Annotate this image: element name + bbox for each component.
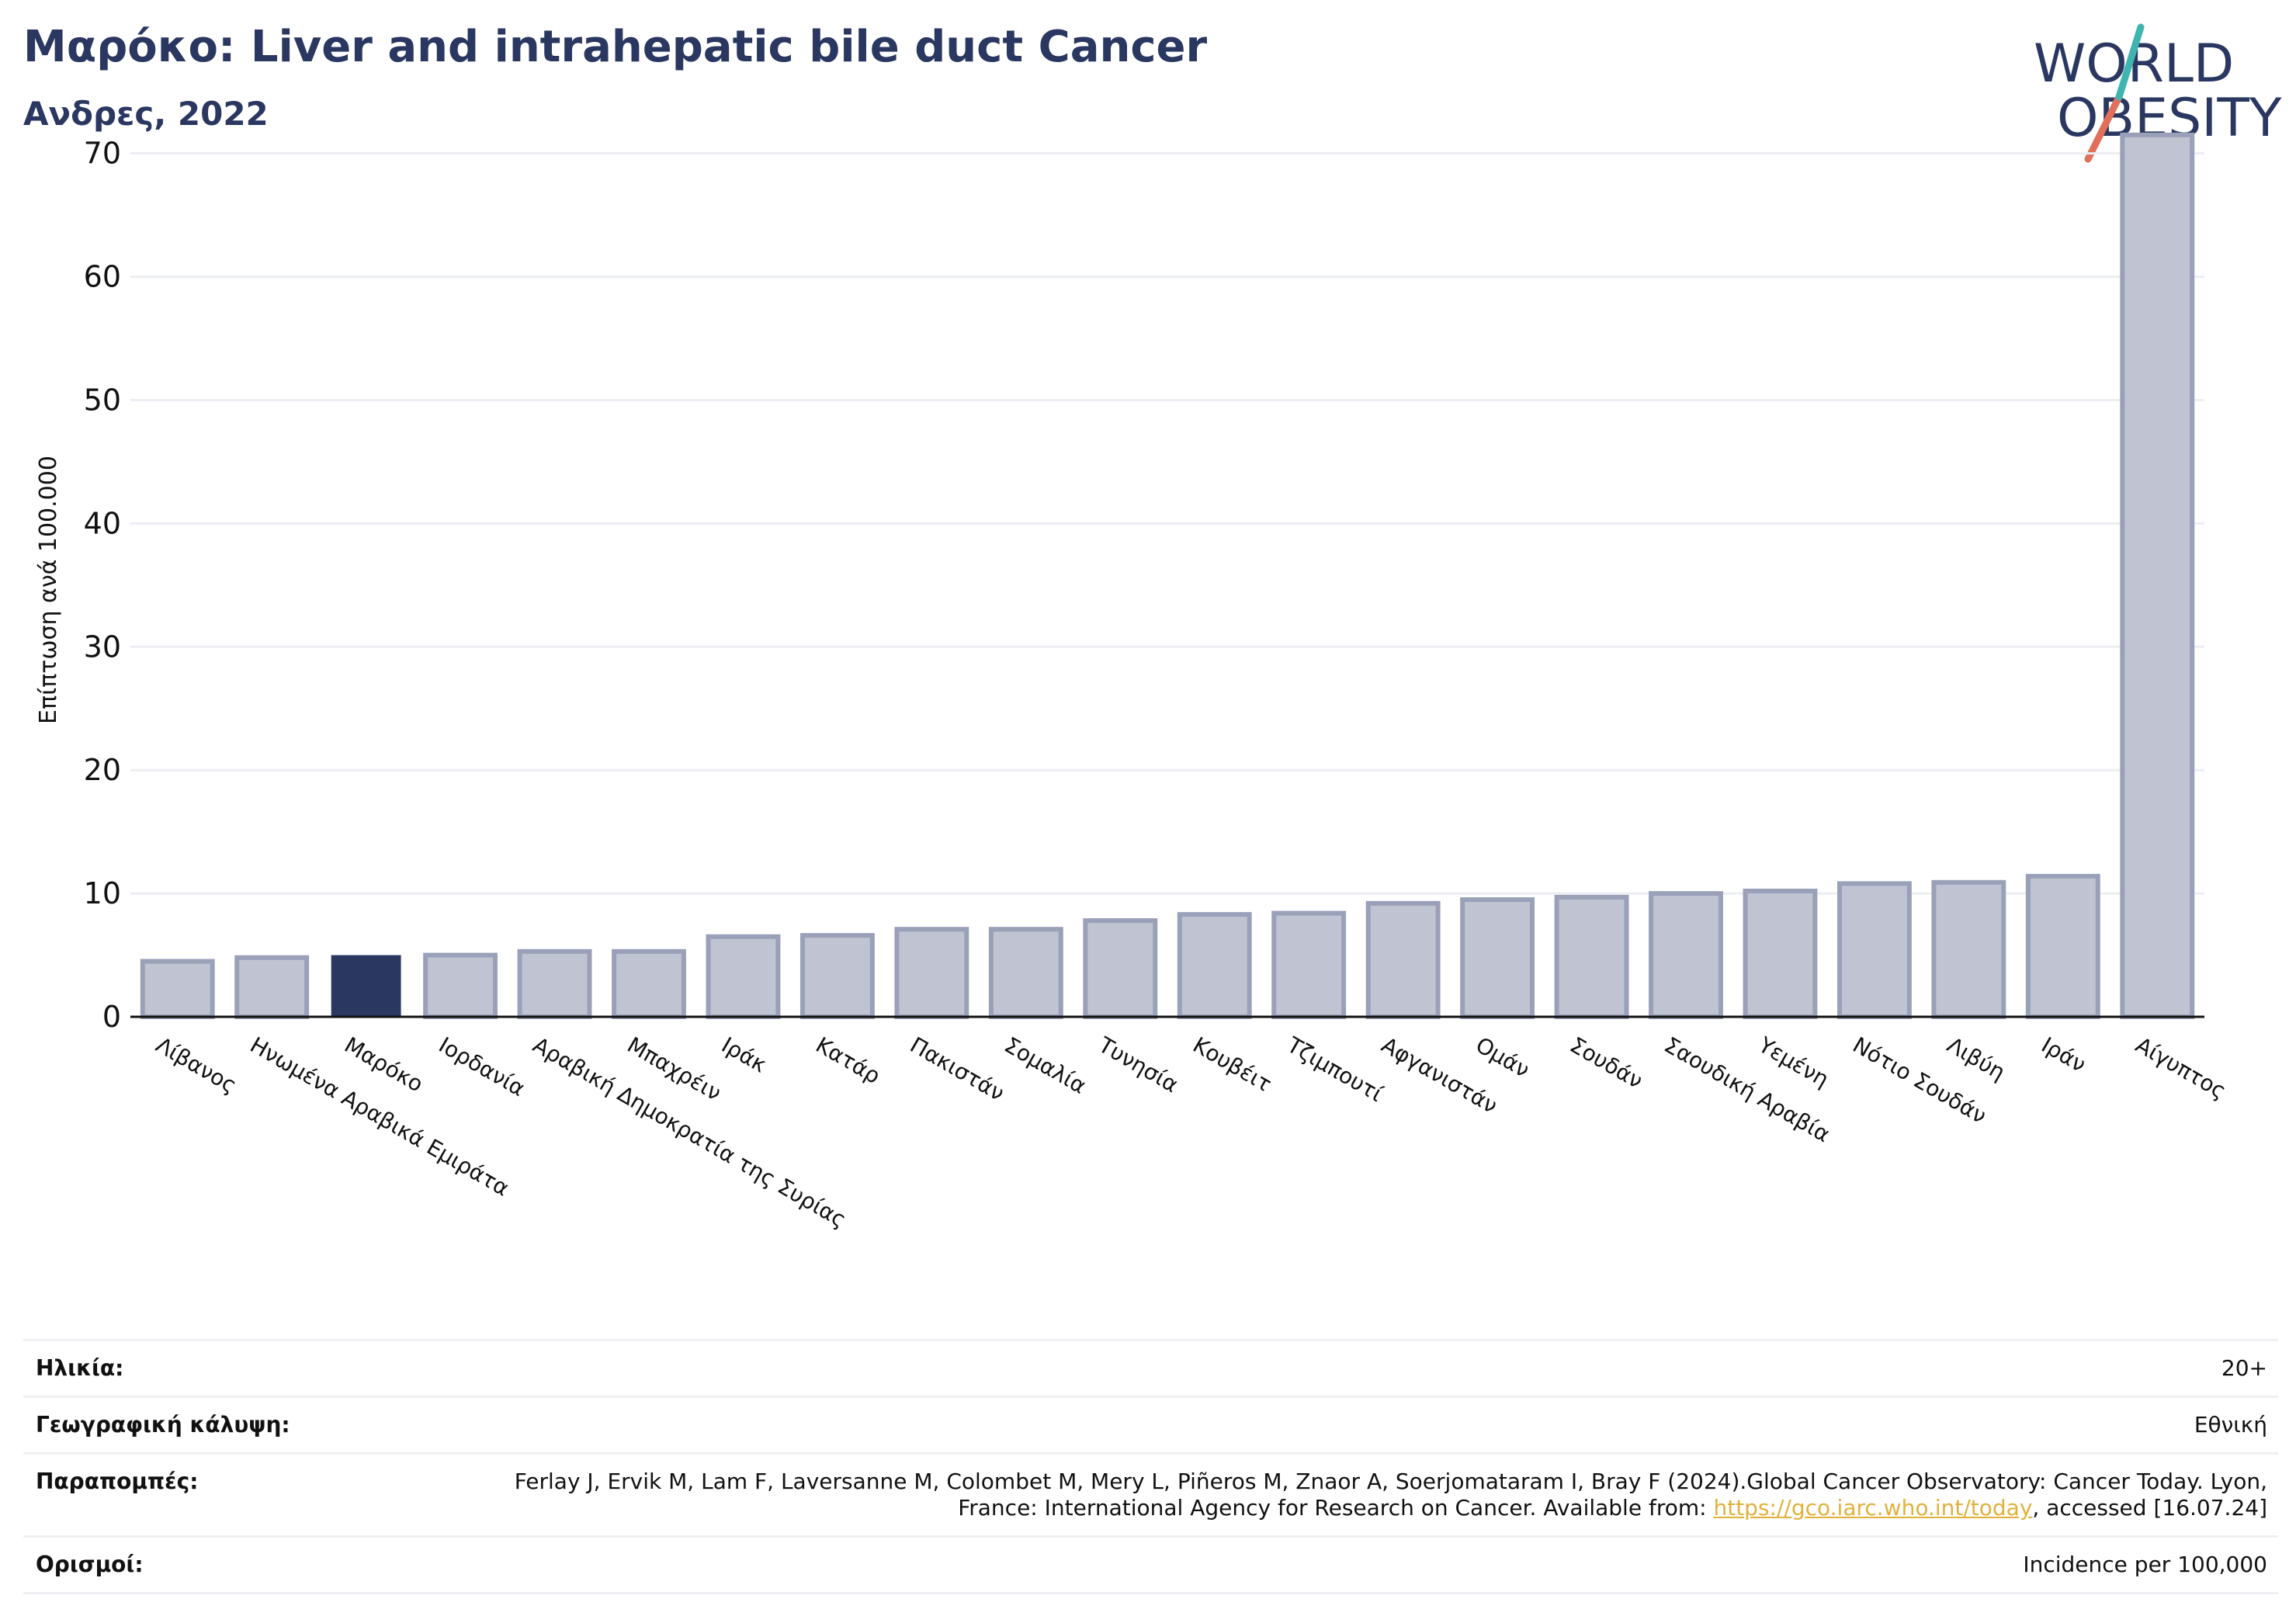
x-tick-label: Τυνησία <box>1094 1032 1183 1098</box>
x-tick-label: Σομαλία <box>1000 1032 1091 1098</box>
x-tick-label: Ιράκ <box>717 1032 771 1077</box>
x-tick-label: Κουβέιτ <box>1188 1032 1276 1097</box>
chart-subtitle: Ανδρες, 2022 <box>23 95 269 133</box>
bar-18 <box>1836 881 1912 1019</box>
x-tick-label: Ομάν <box>1472 1032 1535 1083</box>
x-tick-label: Λίβανος <box>151 1032 241 1098</box>
x-tick-label: Ιράν <box>2037 1032 2090 1077</box>
bar-16 <box>1649 891 1723 1020</box>
age-label: Ηλικία: <box>36 1355 124 1381</box>
info-row-coverage: Γεωγραφική κάλυψη: Εθνική <box>23 1396 2278 1452</box>
bar-11 <box>1177 912 1252 1020</box>
y-tick-label: 10 <box>84 876 121 910</box>
y-axis-label: Επίπτωση ανά 100.000 <box>35 456 62 724</box>
x-tick-label: Λιβύη <box>1943 1032 2010 1085</box>
bar-2 <box>331 955 401 1017</box>
references-value: Ferlay J, Ervik M, Lam F, Laversanne M, … <box>34 1469 2267 1521</box>
x-tick-label: Τζιμπουτί <box>1282 1032 1388 1107</box>
info-table: Ηλικία: 20+ Γεωγραφική κάλυψη: Εθνική Πα… <box>23 1339 2278 1594</box>
age-value: 20+ <box>2221 1355 2267 1381</box>
bar-12 <box>1271 910 1347 1019</box>
bar-19 <box>1931 879 2006 1020</box>
bar-4 <box>517 948 592 1019</box>
x-tick-label: Πακιστάν <box>906 1032 1009 1106</box>
bar-21 <box>2120 132 2195 1020</box>
y-tick-label: 30 <box>84 629 121 664</box>
x-tick-label: Αραβική Δημοκρατία της Συρίας <box>529 1032 851 1233</box>
y-tick-label: 70 <box>84 137 121 171</box>
world-obesity-logo: WORLD OBESITY <box>2034 23 2282 163</box>
references-label: Παραπομπές: <box>36 1469 199 1494</box>
bar-0 <box>140 959 215 1020</box>
x-tick-label: Ιορδανία <box>435 1032 529 1101</box>
bar-9 <box>988 927 1063 1020</box>
bar-17 <box>1743 888 1818 1020</box>
bar-20 <box>2025 873 2100 1020</box>
bar-8 <box>894 927 969 1020</box>
y-tick-label: 50 <box>84 383 121 417</box>
references-text: Ferlay J, Ervik M, Lam F, Laversanne M, … <box>514 1469 2267 1521</box>
coverage-label: Γεωγραφική κάλυψη: <box>36 1412 290 1437</box>
chart-title: Μαρόκο: Liver and intrahepatic bile duct… <box>23 22 1208 72</box>
references-link[interactable]: https://gco.iarc.who.int/today <box>1713 1495 2033 1521</box>
info-row-references: Παραπομπές: Ferlay J, Ervik M, Lam F, La… <box>23 1452 2278 1535</box>
x-tick-label: Υεμένη <box>1753 1032 1833 1092</box>
bar-6 <box>706 934 781 1019</box>
coverage-value: Εθνική <box>2194 1412 2267 1437</box>
bar-13 <box>1365 900 1441 1020</box>
x-tick-label: Σουδάν <box>1566 1032 1647 1094</box>
bar-3 <box>423 952 498 1020</box>
bar-5 <box>612 948 686 1019</box>
info-row-age: Ηλικία: 20+ <box>23 1339 2278 1396</box>
references-accessed: , accessed [16.07.24] <box>2032 1495 2267 1521</box>
y-tick-label: 40 <box>84 506 121 540</box>
bar-1 <box>234 955 310 1020</box>
bar-7 <box>799 933 875 1019</box>
x-tick-label: Κατάρ <box>811 1032 884 1089</box>
definitions-value: Incidence per 100,000 <box>2023 1552 2267 1577</box>
bar-15 <box>1554 894 1629 1020</box>
y-tick-label: 20 <box>84 753 121 787</box>
info-row-definitions: Ορισμοί: Incidence per 100,000 <box>23 1535 2278 1594</box>
x-tick-label: Σαουδική Αραβία <box>1660 1032 1835 1147</box>
y-tick-label: 0 <box>102 1000 121 1034</box>
bar-10 <box>1083 918 1158 1020</box>
y-tick-label: 60 <box>84 260 121 294</box>
x-tick-label: Αίγυπτος <box>2131 1032 2231 1104</box>
definitions-label: Ορισμοί: <box>36 1552 144 1577</box>
bar-14 <box>1460 897 1535 1020</box>
